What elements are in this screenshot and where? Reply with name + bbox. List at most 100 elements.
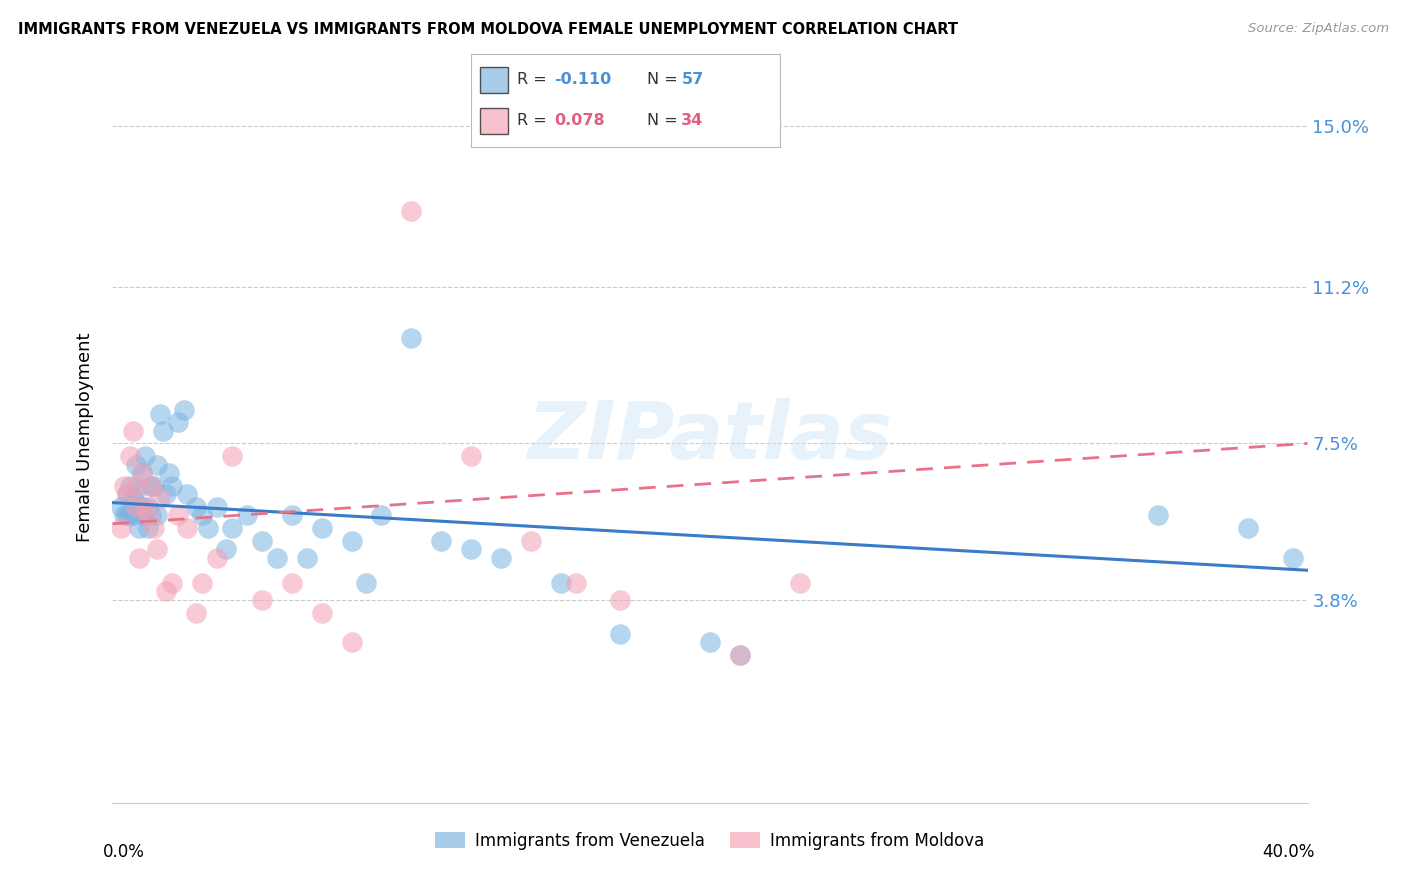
Point [460,542,482,557]
Point [728,648,751,662]
Text: 0.0%: 0.0% [103,843,145,861]
Point [114,508,135,523]
Point [128,521,150,535]
Point [110,521,132,535]
Text: 34: 34 [682,113,703,128]
Text: ZIPatlas: ZIPatlas [527,398,893,476]
Point [520,533,543,548]
Point [114,479,135,493]
Point [117,487,139,501]
Text: R =: R = [517,113,553,128]
Point [311,606,333,620]
Point [564,576,586,591]
Point [460,449,482,463]
Point [186,606,208,620]
Point [340,533,363,548]
Point [120,479,142,493]
Point [215,542,238,557]
Point [110,500,132,514]
Point [609,592,631,607]
Point [430,533,453,548]
Point [1237,521,1260,535]
Point [356,576,378,591]
Text: 40.0%: 40.0% [1263,843,1315,861]
Point [134,500,156,514]
Point [146,508,169,523]
Point [131,500,153,514]
Point [550,576,572,591]
Point [122,424,145,438]
Point [281,576,304,591]
Point [167,508,190,523]
Text: R =: R = [517,71,553,87]
Point [197,521,219,535]
Point [125,458,148,472]
Point [401,203,423,218]
Point [131,466,153,480]
Point [138,500,160,514]
Point [173,402,195,417]
Point [340,635,363,649]
Point [191,508,214,523]
Text: IMMIGRANTS FROM VENEZUELA VS IMMIGRANTS FROM MOLDOVA FEMALE UNEMPLOYMENT CORRELA: IMMIGRANTS FROM VENEZUELA VS IMMIGRANTS … [18,22,959,37]
Point [117,508,139,523]
Point [155,487,177,501]
Point [176,521,198,535]
Point [250,592,273,607]
FancyBboxPatch shape [481,108,508,134]
Point [138,508,160,523]
Point [205,500,228,514]
Point [176,487,198,501]
Point [128,550,150,565]
Point [167,415,190,429]
Point [122,491,145,506]
Point [134,508,156,523]
Point [125,479,148,493]
Y-axis label: Female Unemployment: Female Unemployment [76,333,94,541]
Text: 57: 57 [682,71,703,87]
Point [134,449,156,463]
Point [155,584,177,599]
Point [609,626,631,640]
Point [128,500,150,514]
FancyBboxPatch shape [481,67,508,93]
Point [141,508,163,523]
Point [728,648,751,662]
Point [143,479,166,493]
Text: N =: N = [647,71,683,87]
Point [138,521,160,535]
Text: 0.078: 0.078 [554,113,605,128]
Point [143,521,166,535]
Point [191,576,214,591]
Legend: Immigrants from Venezuela, Immigrants from Moldova: Immigrants from Venezuela, Immigrants fr… [429,825,991,856]
Point [1147,508,1170,523]
Point [149,491,172,506]
Point [221,449,243,463]
Point [236,508,259,523]
Point [789,576,811,591]
Point [146,542,169,557]
Point [125,483,148,497]
Point [117,487,139,501]
Point [157,466,180,480]
Point [120,449,142,463]
Text: -0.110: -0.110 [554,71,612,87]
Point [699,635,721,649]
Point [205,550,228,565]
Point [141,479,163,493]
Point [489,550,512,565]
Point [162,479,183,493]
Point [120,508,142,523]
Point [295,550,318,565]
Point [162,576,183,591]
Point [131,466,153,480]
Point [250,533,273,548]
Text: N =: N = [647,113,683,128]
Point [152,424,174,438]
Point [146,458,169,472]
Point [311,521,333,535]
Point [125,500,148,514]
Point [221,521,243,535]
Point [266,550,288,565]
Point [141,479,163,493]
